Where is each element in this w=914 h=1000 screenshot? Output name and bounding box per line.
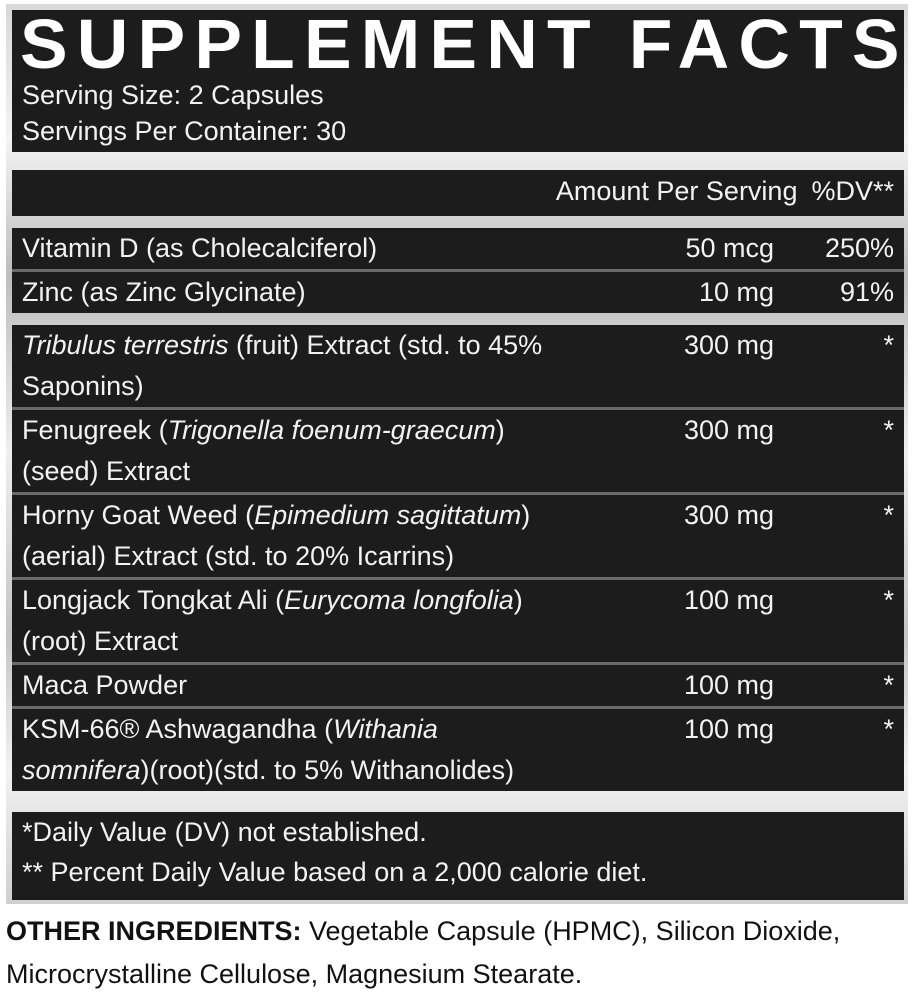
ingredient-latin-name: Epimedium sagittatum [254, 500, 522, 530]
ingredient-dv: * [883, 670, 894, 700]
ingredient-dv: * [883, 714, 894, 744]
other-ingredients: OTHER INGREDIENTS: Vegetable Capsule (HP… [6, 910, 906, 996]
ingredient-latin-name: Withania [333, 714, 438, 744]
nutrient-dv: 250% [824, 233, 894, 263]
ingredient-dv: * [883, 415, 894, 445]
footnote-percent: ** Percent Daily Value based on a 2,000 … [22, 857, 648, 887]
ingredient-name-line: Saponins) [12, 366, 904, 407]
ingredient-row: KSM-66® Ashwagandha (Withania somnifera)(… [12, 709, 904, 791]
ingredient-name-line: (seed) Extract [12, 451, 904, 492]
ingredient-name-line: Horny Goat Weed (Epimedium sagittatum) [12, 495, 904, 536]
ingredient-amount: 300 mg [683, 500, 774, 530]
nutrient-name: Zinc (as Zinc Glycinate) [22, 277, 306, 307]
ingredient-latin-name: Eurycoma longfolia [284, 585, 514, 615]
ingredient-row: Horny Goat Weed (Epimedium sagittatum) (a… [12, 495, 904, 580]
nutrient-amount: 10 mg [698, 277, 774, 307]
ingredient-latin-name: Tribulus terrestris [22, 330, 229, 360]
ingredient-name-line: Tribulus terrestris (fruit) Extract (std… [12, 325, 904, 366]
ingredient-latin-name: somnifera [22, 755, 141, 785]
ingredient-text: Maca Powder [22, 670, 188, 700]
ingredient-text: KSM-66® Ashwagandha ( [22, 714, 334, 744]
header-box: SUPPLEMENT FACTS Serving Size: 2 Capsule… [12, 5, 904, 152]
ingredient-name-line: (aerial) Extract (std. to 20% Icarrins) [12, 536, 904, 577]
ingredient-text: Saponins) [22, 371, 144, 401]
ingredient-text: Fenugreek ( [22, 415, 168, 445]
other-ingredients-label: OTHER INGREDIENTS: [6, 916, 302, 946]
ingredient-row: Longjack Tongkat Ali (Eurycoma longfolia… [12, 580, 904, 665]
nutrient-row: Vitamin D (as Cholecalciferol) 50 mcg 25… [12, 228, 904, 272]
ingredient-text: Longjack Tongkat Ali ( [22, 585, 285, 615]
nutrient-row: Zinc (as Zinc Glycinate) 10 mg 91% [12, 272, 904, 313]
ingredient-amount: 300 mg [683, 415, 774, 445]
ingredient-name-line: Fenugreek (Trigonella foenum-graecum) [12, 410, 904, 451]
ingredient-name-line: KSM-66® Ashwagandha (Withania [12, 709, 904, 750]
ingredient-text: )(root)(std. to 5% Withanolides) [140, 755, 515, 785]
ingredient-text: Horny Goat Weed ( [22, 500, 255, 530]
ingredient-text: ) [495, 415, 505, 445]
ingredient-latin-name: Trigonella foenum-graecum [167, 415, 496, 445]
nutrient-name: Vitamin D (as Cholecalciferol) [22, 233, 378, 263]
ingredient-amount: 100 mg [683, 714, 774, 744]
dv-column-label: %DV** [811, 176, 894, 206]
ingredient-dv: * [883, 330, 894, 360]
vitamins-section: Vitamin D (as Cholecalciferol) 50 mcg 25… [12, 228, 904, 313]
ingredient-text: ) [513, 585, 523, 615]
ingredient-text: (aerial) Extract (std. to 20% Icarrins) [22, 541, 455, 571]
ingredient-text: (seed) Extract [22, 456, 191, 486]
other-ingredients-text: Vegetable Capsule (HPMC), Silicon Dioxid… [6, 916, 841, 989]
servings-per-container: Servings Per Container: 30 [22, 116, 347, 146]
footnote-dv: *Daily Value (DV) not established. [22, 817, 427, 847]
ingredients-section: Tribulus terrestris (fruit) Extract (std… [12, 325, 904, 791]
nutrient-amount: 50 mcg [685, 233, 774, 263]
ingredient-name-line: Maca Powder [12, 665, 904, 706]
ingredient-dv: * [883, 585, 894, 615]
ingredient-row: Tribulus terrestris (fruit) Extract (std… [12, 325, 904, 410]
nutrient-dv: 91% [839, 277, 894, 307]
ingredient-amount: 300 mg [683, 330, 774, 360]
footnotes: *Daily Value (DV) not established. ** Pe… [12, 812, 904, 900]
ingredient-amount: 100 mg [683, 585, 774, 615]
ingredient-text: ) [521, 500, 531, 530]
panel-title: SUPPLEMENT FACTS [20, 5, 909, 83]
column-header: Amount Per Serving %DV** [12, 170, 904, 216]
serving-size: Serving Size: 2 Capsules [22, 80, 324, 110]
ingredient-row: Maca Powder 100 mg * [12, 665, 904, 709]
amount-column-label: Amount Per Serving [555, 176, 798, 206]
ingredient-name-line: somnifera)(root)(std. to 5% Withanolides… [12, 750, 904, 791]
supplement-facts-panel: SUPPLEMENT FACTS Serving Size: 2 Capsule… [6, 4, 908, 904]
ingredient-text: (root) Extract [22, 626, 179, 656]
ingredient-row: Fenugreek (Trigonella foenum-graecum) (se… [12, 410, 904, 495]
ingredient-name-line: (root) Extract [12, 621, 904, 662]
ingredient-dv: * [883, 500, 894, 530]
ingredient-amount: 100 mg [683, 670, 774, 700]
ingredient-name-line: Longjack Tongkat Ali (Eurycoma longfolia… [12, 580, 904, 621]
ingredient-text: (fruit) Extract (std. to 45% [228, 330, 543, 360]
